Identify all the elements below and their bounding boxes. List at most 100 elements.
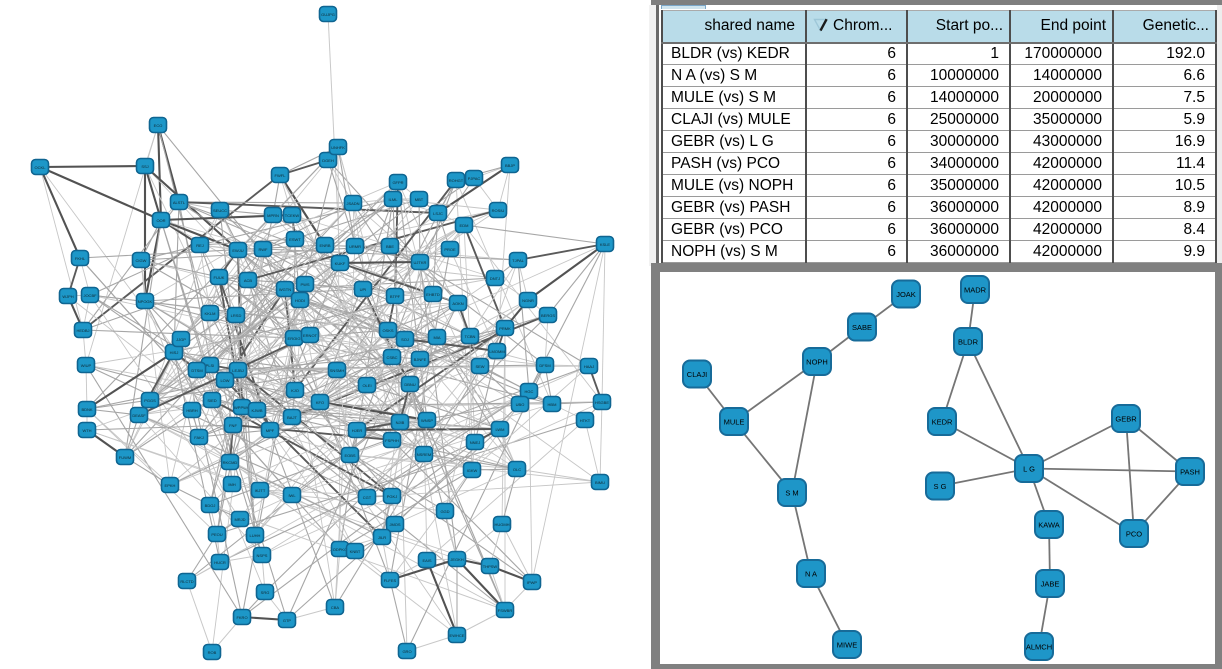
svg-text:SIED: SIED [207, 398, 216, 403]
svg-text:IGKW: IGKW [467, 468, 478, 473]
svg-text:ROSIU: ROSIU [492, 208, 505, 213]
svg-text:HJER: HJER [352, 428, 363, 433]
svg-text:CLAJI: CLAJI [687, 370, 707, 379]
svg-text:GGD: GGD [440, 509, 449, 514]
svg-text:PWS: PWS [300, 282, 309, 287]
svg-text:SSJ: SSJ [141, 164, 148, 169]
svg-text:KFO: KFO [316, 400, 324, 405]
svg-text:HAAJ: HAAJ [584, 364, 594, 369]
svg-text:HEDBJ: HEDBJ [76, 328, 89, 333]
svg-text:GEBR: GEBR [1115, 414, 1137, 423]
svg-text:TCEKW: TCEKW [285, 213, 300, 218]
svg-text:ROHGT: ROHGT [449, 178, 464, 183]
svg-text:HBRH: HBRH [186, 408, 197, 413]
svg-text:PRMK: PRMK [499, 326, 511, 331]
svg-text:KEDR: KEDR [932, 417, 953, 426]
svg-text:BTPF: BTPF [390, 294, 401, 299]
svg-text:UJTKR: UJTKR [414, 260, 427, 265]
svg-text:BLDR: BLDR [958, 337, 979, 346]
svg-text:GTP: GTP [283, 618, 292, 623]
svg-text:JMOS: JMOS [389, 522, 400, 527]
svg-text:KUKF: KUKF [335, 261, 346, 266]
svg-text:AOKN: AOKN [452, 301, 463, 306]
svg-text:ECO: ECO [154, 123, 163, 128]
svg-text:WPPWG: WPPWG [234, 405, 250, 410]
svg-text:URMR: URMR [349, 244, 361, 249]
svg-text:BAJT: BAJT [287, 415, 297, 420]
svg-text:JOAK: JOAK [896, 290, 916, 299]
svg-text:ACB: ACB [244, 278, 253, 283]
svg-text:HUGMH: HUGMH [494, 522, 509, 527]
svg-text:NSREM: NSREM [417, 452, 431, 457]
svg-text:NOPH: NOPH [806, 357, 828, 366]
svg-text:BIMU: BIMU [595, 480, 605, 485]
svg-text:S G: S G [934, 482, 947, 491]
svg-text:RWF: RWF [258, 247, 268, 252]
svg-text:MPRN: MPRN [267, 213, 279, 218]
svg-text:OCKL: OCKL [35, 165, 47, 170]
svg-text:JOCBF: JOCBF [83, 293, 97, 298]
svg-text:DGEH: DGEH [322, 158, 334, 163]
svg-text:MIWE: MIWE [837, 640, 857, 649]
svg-text:CBA: CBA [331, 605, 340, 610]
svg-text:ODPKG: ODPKG [333, 547, 347, 552]
svg-text:LWM: LWM [495, 427, 504, 432]
svg-text:BBE: BBE [386, 244, 394, 249]
svg-text:MADR: MADR [964, 285, 987, 294]
svg-text:DFSM: DFSM [539, 363, 550, 368]
svg-text:DBNU: DBNU [404, 382, 415, 387]
svg-text:KSLE: KSLE [600, 242, 611, 247]
svg-text:ESWT: ESWT [289, 237, 301, 242]
svg-text:OLEI: OLEI [362, 383, 371, 388]
svg-text:WNSP: WNSP [421, 418, 433, 423]
svg-text:SEW: SEW [475, 364, 484, 369]
svg-text:FWFL: FWFL [275, 173, 287, 178]
svg-text:FUUK: FUUK [214, 275, 225, 280]
svg-text:UPI: UPI [360, 287, 367, 292]
svg-text:NJIB: NJIB [396, 420, 405, 425]
svg-text:KJO: KJO [291, 388, 299, 393]
svg-text:CIGW: CIGW [136, 258, 147, 263]
svg-text:EWHCE: EWHCE [450, 633, 465, 638]
svg-text:BJNFE: BJNFE [414, 357, 427, 362]
svg-text:FLFES: FLFES [384, 578, 397, 583]
svg-text:DTSM: DTSM [191, 368, 202, 373]
svg-text:OSKS: OSKS [382, 328, 393, 333]
svg-text:MPF: MPF [266, 428, 275, 433]
svg-text:KNBT: KNBT [350, 549, 361, 554]
svg-text:DNTJ: DNTJ [490, 276, 500, 281]
svg-text:IWL: IWL [288, 493, 296, 498]
svg-text:ROB: ROB [208, 650, 217, 655]
svg-text:HSGBE: HSGBE [595, 400, 609, 405]
svg-text:FSWBR: FSWBR [498, 608, 513, 613]
svg-text:EPKH: EPKH [165, 483, 176, 488]
svg-text:HODI: HODI [295, 298, 305, 303]
svg-text:RLCTD: RLCTD [180, 579, 193, 584]
svg-text:MBT: MBT [415, 197, 424, 202]
svg-text:HBM: HBM [548, 402, 557, 407]
svg-text:PCO: PCO [1126, 529, 1142, 538]
svg-text:PEOU: PEOU [211, 532, 222, 537]
svg-text:WIUP: WIUP [81, 363, 92, 368]
svg-text:NGNR: NGNR [522, 298, 534, 303]
svg-text:TJPAL: TJPAL [512, 258, 524, 263]
svg-text:GFPR: GFPR [392, 180, 403, 185]
svg-text:L G: L G [1023, 464, 1035, 473]
svg-text:KAWA: KAWA [1038, 520, 1060, 529]
svg-text:LEJBJ: LEJBJ [232, 368, 244, 373]
svg-text:DEASF: DEASF [132, 413, 146, 418]
svg-text:HISJ: HISJ [170, 350, 179, 355]
svg-text:S M: S M [785, 488, 798, 497]
svg-text:NPOGK: NPOGK [138, 299, 153, 304]
svg-text:UNHFK: UNHFK [331, 145, 345, 150]
svg-text:SABE: SABE [852, 323, 872, 332]
svg-text:IMH: IMH [228, 482, 235, 487]
svg-text:FKRO: FKRO [236, 615, 247, 620]
svg-text:EHBTD: EHBTD [426, 292, 440, 297]
svg-text:UBO: UBO [516, 402, 525, 407]
svg-text:MIA: MIA [433, 335, 440, 340]
svg-text:SEUCC: SEUCC [213, 208, 227, 213]
svg-text:EDM: EDM [460, 223, 469, 228]
svg-text:LUHH: LUHH [250, 533, 261, 538]
svg-text:GRO: GRO [402, 649, 411, 654]
